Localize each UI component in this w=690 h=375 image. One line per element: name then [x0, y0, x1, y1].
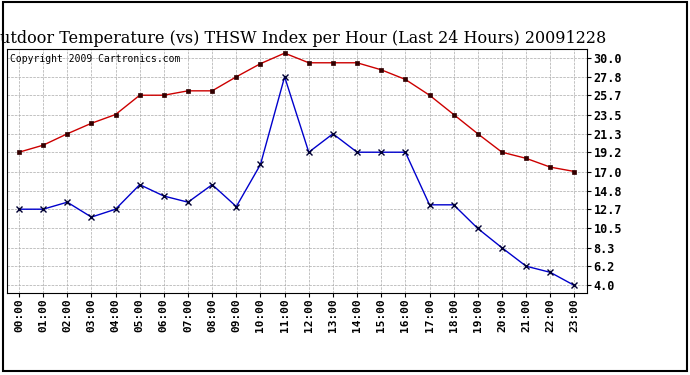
Text: Copyright 2009 Cartronics.com: Copyright 2009 Cartronics.com: [10, 54, 180, 64]
Title: Outdoor Temperature (vs) THSW Index per Hour (Last 24 Hours) 20091228: Outdoor Temperature (vs) THSW Index per …: [0, 30, 607, 47]
